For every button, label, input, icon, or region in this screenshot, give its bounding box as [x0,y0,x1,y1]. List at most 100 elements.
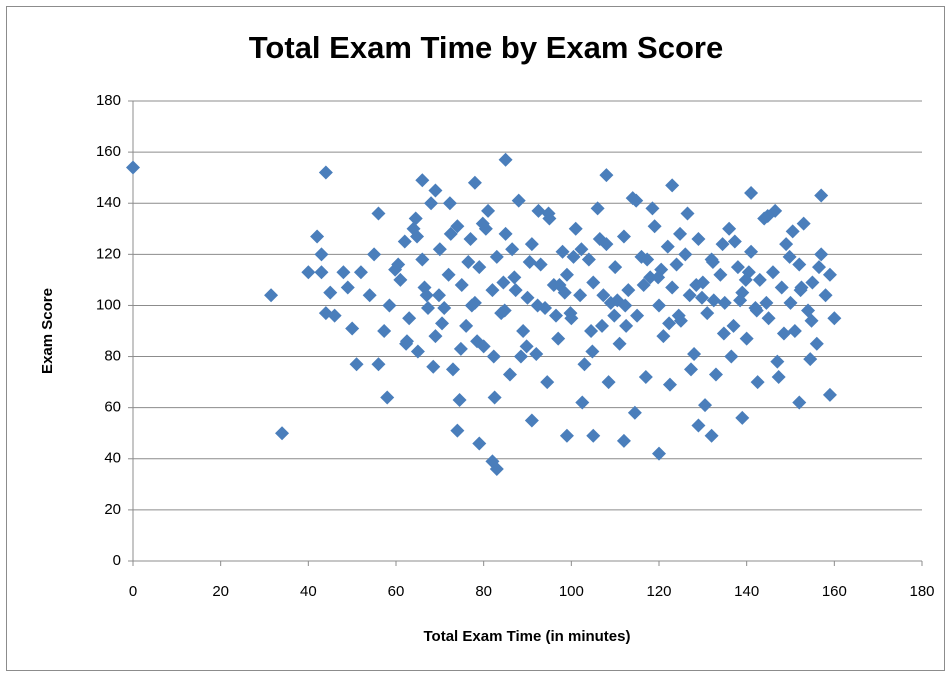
point [461,255,476,269]
point [793,283,808,298]
point [705,255,720,269]
point [505,242,520,257]
point [454,278,469,292]
point [750,375,765,390]
point [453,341,468,356]
point [402,311,417,326]
point [310,229,325,244]
point [647,219,662,234]
point [540,375,555,390]
point [424,196,439,211]
point [665,280,680,295]
point [577,357,592,372]
point [524,237,539,252]
point [393,272,408,287]
point [472,436,487,451]
point [704,428,719,443]
point [708,367,723,382]
point [496,275,511,290]
y-axis-label: Exam Score [39,288,56,374]
point [744,244,759,259]
x-tick-label: 180 [909,583,934,600]
point [792,395,807,410]
point [586,428,601,443]
point [426,359,441,374]
point [445,362,460,377]
point [726,318,741,333]
point [314,265,329,280]
point [733,293,748,308]
point [428,329,443,344]
point [698,398,713,413]
point [630,308,645,323]
point [485,283,500,298]
point [367,247,382,262]
point [652,446,666,461]
point [431,288,446,303]
point [713,267,728,282]
point [551,331,566,346]
point [616,229,631,244]
point [596,288,611,303]
point [607,308,622,323]
point [727,234,742,249]
point [573,288,588,303]
point [787,324,802,338]
point [621,283,636,298]
point [640,252,655,267]
point [464,298,479,313]
point [660,239,675,254]
point [511,193,526,208]
point [475,216,490,231]
point [275,426,290,441]
point [673,226,688,241]
point [759,295,774,310]
point [563,306,578,321]
point [371,206,386,221]
point [349,357,364,372]
point [498,226,513,241]
point [814,188,829,203]
point [700,306,715,321]
point [785,224,800,239]
point [592,232,607,246]
point [497,303,512,318]
point [689,278,704,292]
point [524,413,539,428]
point [752,272,767,287]
point [410,344,425,359]
point [586,275,601,290]
point [552,278,567,292]
x-tick-label: 160 [822,583,847,600]
point [437,301,452,315]
point [683,362,698,377]
point [301,265,316,280]
point [814,247,829,262]
point [792,257,807,272]
point [327,308,342,323]
point [336,265,351,280]
point [827,311,842,326]
point [656,329,671,344]
point [568,221,583,236]
point [652,298,666,313]
point [371,357,386,372]
point [459,318,474,333]
chart-title: Total Exam Time by Exam Score [249,30,723,65]
point [585,344,600,359]
point [353,265,368,280]
point [662,316,677,331]
x-tick-label: 100 [559,583,584,600]
point [682,288,697,303]
y-tick-label: 180 [96,92,121,109]
y-tick-label: 40 [104,450,121,467]
point [595,318,610,333]
point [678,247,693,262]
point [529,347,544,361]
y-tick-label: 140 [96,194,121,211]
point [760,209,775,223]
point [645,201,660,216]
point [548,308,563,323]
point [749,303,764,318]
